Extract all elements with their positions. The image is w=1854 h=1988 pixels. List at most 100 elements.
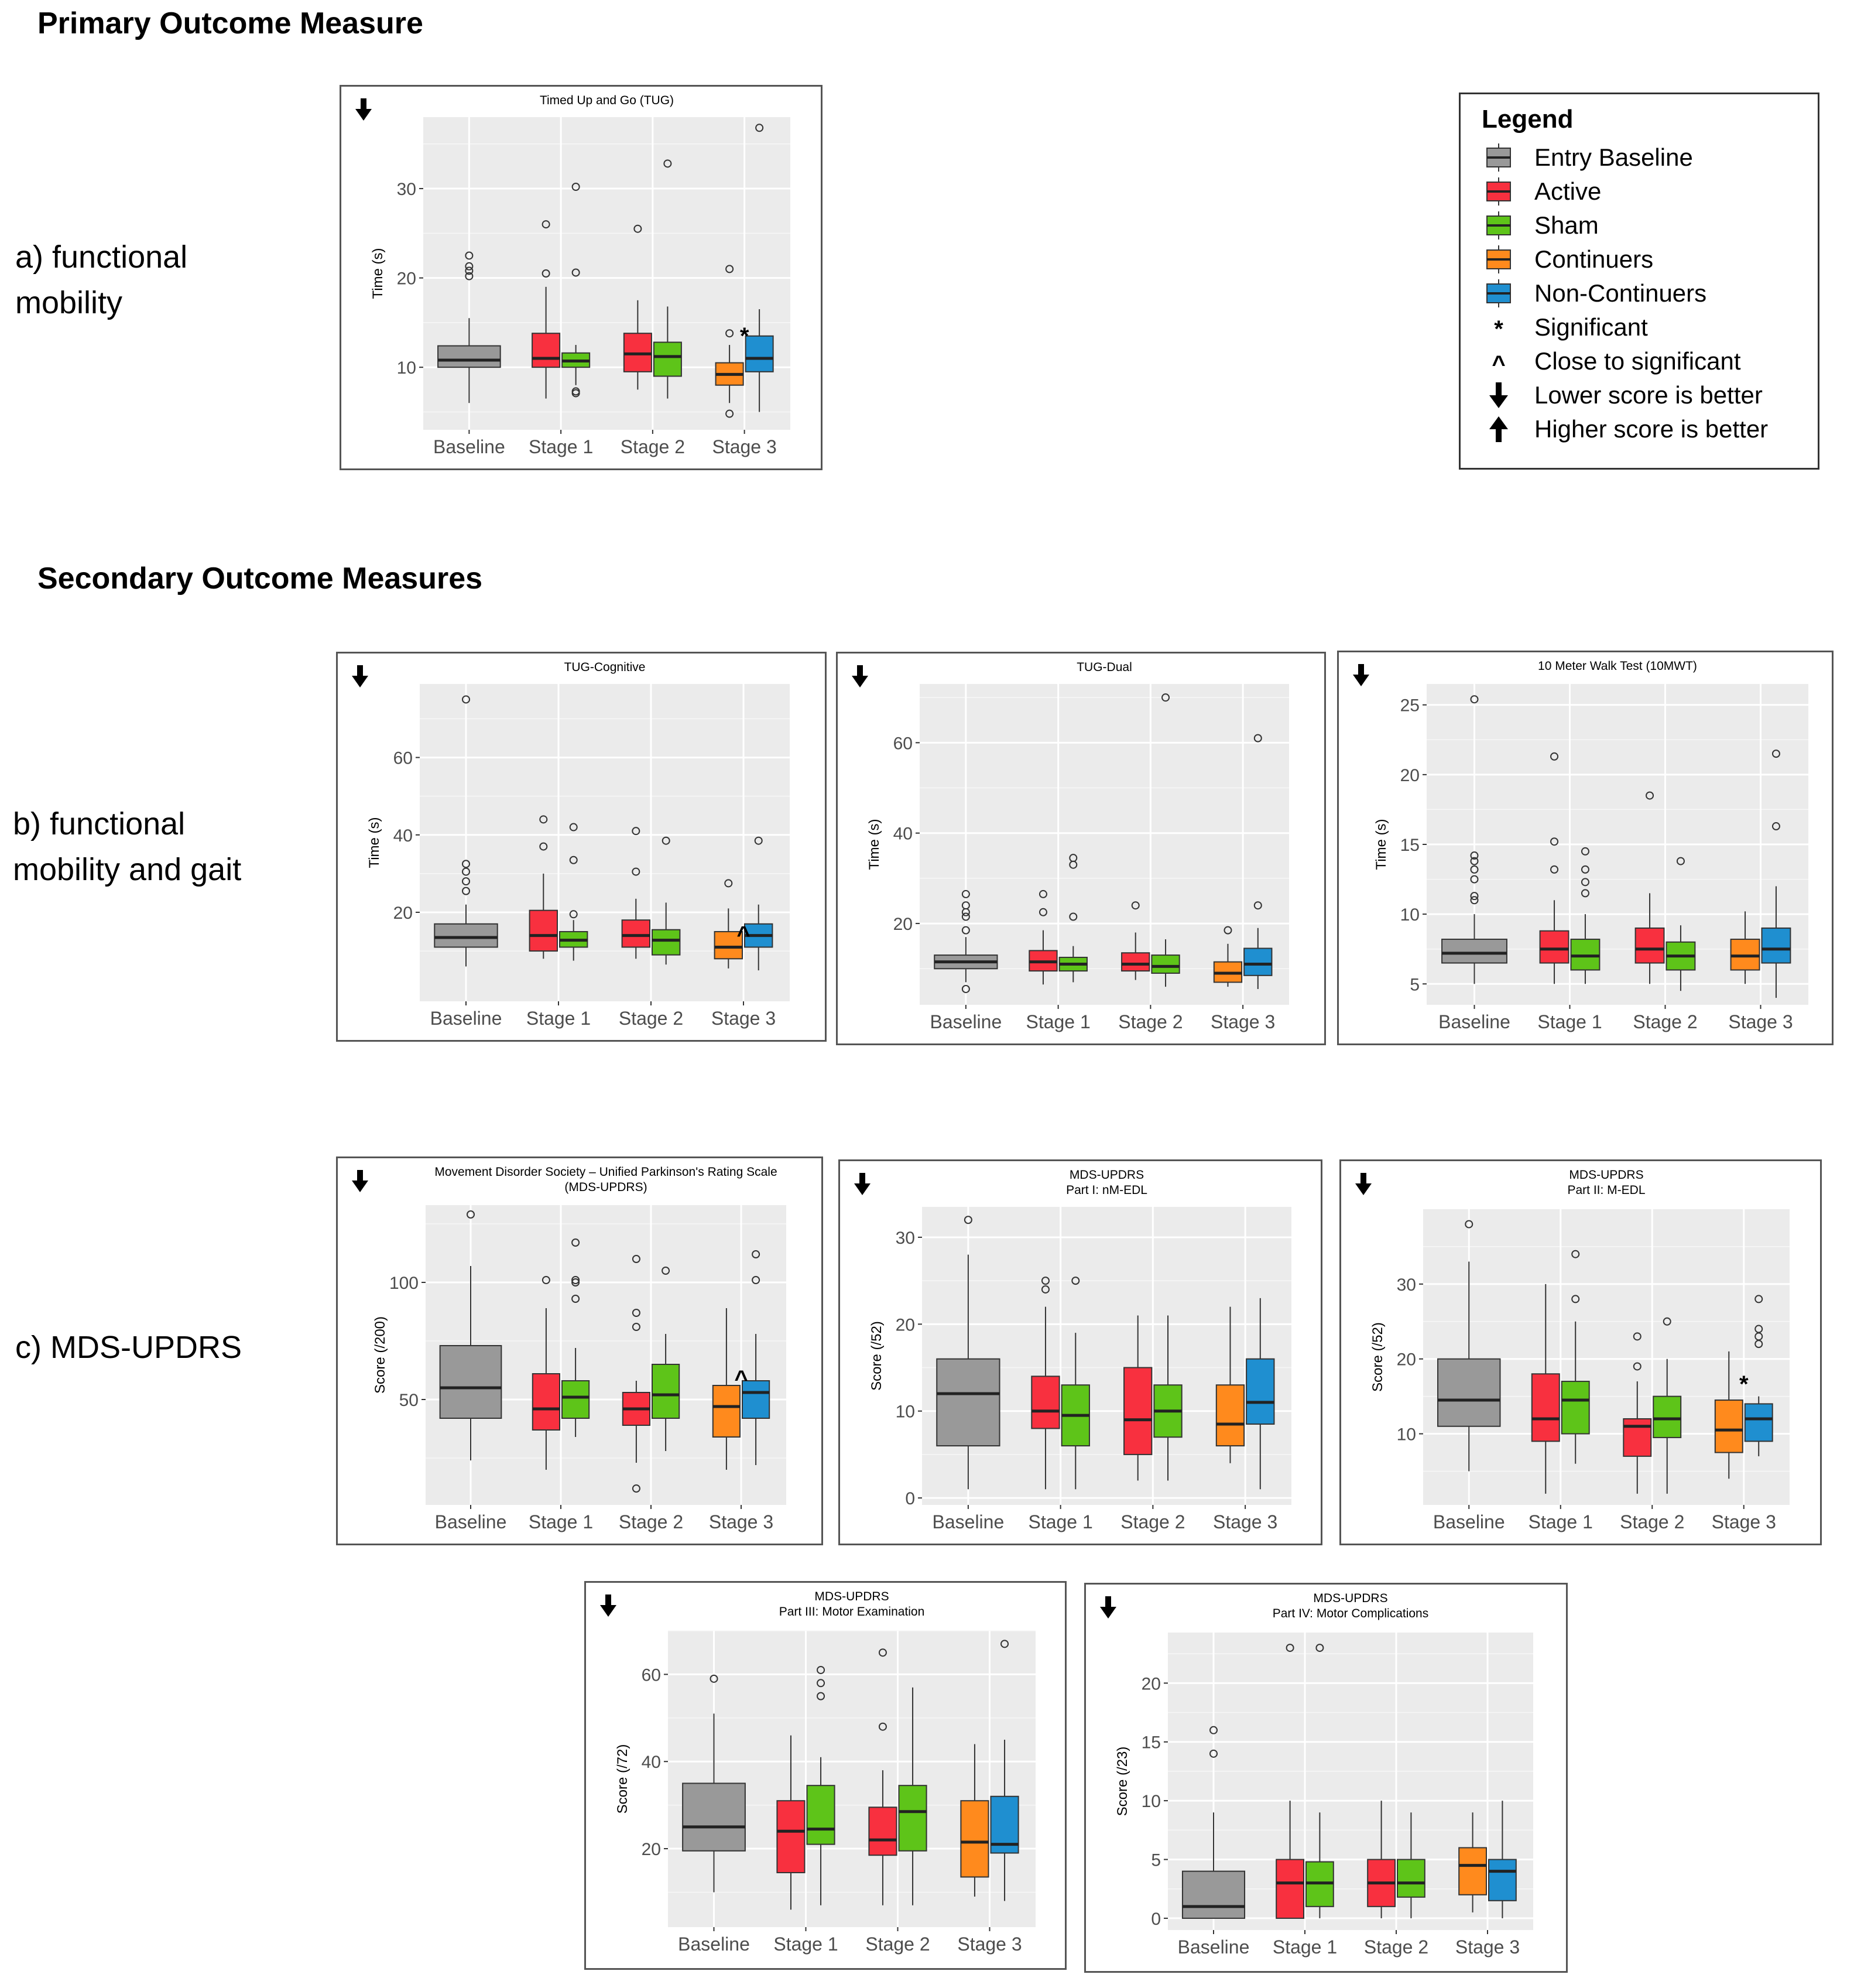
svg-text:^: ^: [1492, 351, 1505, 377]
outlier-point: [1161, 693, 1170, 702]
box-iqr: [1441, 939, 1507, 964]
legend-item-label: Sham: [1534, 211, 1599, 239]
box-iqr: [532, 333, 561, 368]
x-tick-label: Stage 3: [709, 1511, 773, 1532]
outlier-point: [725, 265, 734, 273]
legend-item-label: Close to significant: [1534, 347, 1741, 375]
y-tick-label: 60: [893, 734, 913, 753]
box-baseline: [1181, 1726, 1246, 1919]
row-label-b-line2: mobility and gait: [13, 852, 242, 887]
outlier-point: [632, 867, 640, 876]
box-sham: [898, 1687, 927, 1905]
y-axis-label: Time (s): [866, 819, 882, 870]
outlier-point: [465, 251, 474, 260]
outlier-point: [1000, 1640, 1009, 1648]
x-tick-label: Stage 1: [1273, 1936, 1337, 1958]
legend-item: Higher score is better: [1482, 413, 1768, 446]
y-tick-label: 40: [893, 824, 913, 844]
chart-tug-dual: 20 40 60 Baseline Stage 1 Stage 2 Stage 3 Time …: [836, 652, 1326, 1045]
chart-title: MDS-UPDRS: [814, 1590, 889, 1603]
row-label-a-line1: a) functional: [15, 239, 188, 275]
box-active: [532, 220, 561, 399]
box-iqr: [806, 1785, 835, 1845]
y-axis-label: Score (/200): [372, 1316, 388, 1394]
outlier-point: [465, 272, 474, 280]
y-tick-label: 60: [393, 749, 413, 768]
box-active: [623, 224, 652, 390]
chart-tug: 10 20 30 Baseline Stage 1 Stage 2 Stage 3 Time …: [340, 85, 823, 470]
row-label-a: a) functional mobility: [15, 234, 187, 326]
box-iqr: [712, 1385, 741, 1438]
y-axis-label: Time (s): [370, 248, 386, 299]
outlier-point: [1581, 847, 1589, 856]
box-sham: [1058, 854, 1088, 983]
outlier-point: [662, 836, 670, 845]
chart-mds-updrs-part2-svg: 10 20 30 Baseline Stage 1 Stage 2 Stage 3 Score…: [1355, 1168, 1790, 1532]
x-tick-label: Baseline: [1438, 1011, 1510, 1032]
outlier-point: [1646, 791, 1654, 800]
box-iqr: [1488, 1859, 1517, 1901]
row-label-c: c) MDS-UPDRS: [15, 1325, 242, 1370]
outlier-point: [569, 910, 578, 919]
x-tick-label: Stage 2: [865, 1934, 930, 1955]
box-iqr: [1121, 952, 1150, 972]
close-to-significant-caret: ^: [736, 922, 750, 948]
box-iqr: [529, 909, 558, 952]
plot-background: [1423, 1209, 1790, 1505]
box-iqr: [936, 1358, 1000, 1447]
outlier-point: [467, 1210, 475, 1219]
box-sham: [806, 1665, 835, 1905]
outlier-point: [1209, 1726, 1218, 1734]
row-label-c-line1: c) MDS-UPDRS: [15, 1330, 242, 1365]
outlier-point: [817, 1665, 825, 1674]
box-iqr: [652, 1364, 680, 1419]
x-tick-label: Stage 1: [1026, 1011, 1090, 1032]
secondary-heading: Secondary Outcome Measures: [37, 562, 483, 596]
outlier-point: [725, 329, 734, 338]
box-noncontinuers: [1488, 1801, 1517, 1918]
outlier-point: [571, 183, 580, 191]
y-tick-label: 20: [1400, 766, 1420, 785]
outlier-point: [465, 266, 474, 275]
outlier-point: [1633, 1362, 1641, 1371]
outlier-point: [1550, 865, 1559, 874]
outlier-point: [462, 867, 470, 876]
box-iqr: [652, 929, 681, 956]
x-tick-label: Stage 2: [1620, 1511, 1684, 1532]
outlier-point: [632, 1255, 640, 1263]
lower-is-better-arrow-icon: [600, 1594, 616, 1617]
outlier-point: [1581, 865, 1589, 874]
chart-tug-cognitive-svg: 20 40 60 Baseline Stage 1 Stage 2 Stage 3 Time …: [352, 661, 790, 1029]
box-iqr: [1031, 1375, 1060, 1429]
svg-text:*: *: [1494, 316, 1503, 342]
box-continuers: [1213, 926, 1243, 987]
lower-is-better-arrow-icon: [1353, 664, 1369, 686]
y-tick-label: 10: [896, 1402, 915, 1422]
box-active: [1539, 752, 1569, 984]
y-tick-label: 40: [393, 826, 413, 846]
y-tick-label: 10: [1400, 905, 1420, 925]
x-tick-label: Stage 1: [529, 1511, 593, 1532]
lower-is-better-arrow-icon: [1355, 1173, 1372, 1195]
y-axis-label: Score (/52): [1370, 1322, 1386, 1392]
outlier-point: [571, 1278, 580, 1286]
legend-item: Lower score is better: [1482, 379, 1763, 412]
outlier-point: [1315, 1644, 1324, 1652]
outlier-point: [1465, 1220, 1473, 1229]
legend-item: * Significant: [1482, 311, 1648, 344]
outlier-point: [752, 1276, 760, 1284]
box-iqr: [1458, 1847, 1488, 1895]
y-tick-label: 5: [1410, 975, 1420, 994]
box-iqr: [1761, 927, 1791, 964]
box-active: [776, 1735, 806, 1910]
y-axis-label: Score (/23): [1115, 1747, 1130, 1816]
x-tick-label: Baseline: [1433, 1511, 1505, 1532]
legend-box-key-icon: [1482, 175, 1516, 208]
outlier-point: [632, 1309, 640, 1317]
outlier-point: [1041, 1277, 1050, 1285]
outlier-point: [1039, 908, 1047, 916]
outlier-point: [755, 124, 764, 132]
outlier-point: [571, 387, 580, 396]
box-iqr: [898, 1785, 927, 1852]
x-tick-label: Baseline: [435, 1511, 507, 1532]
